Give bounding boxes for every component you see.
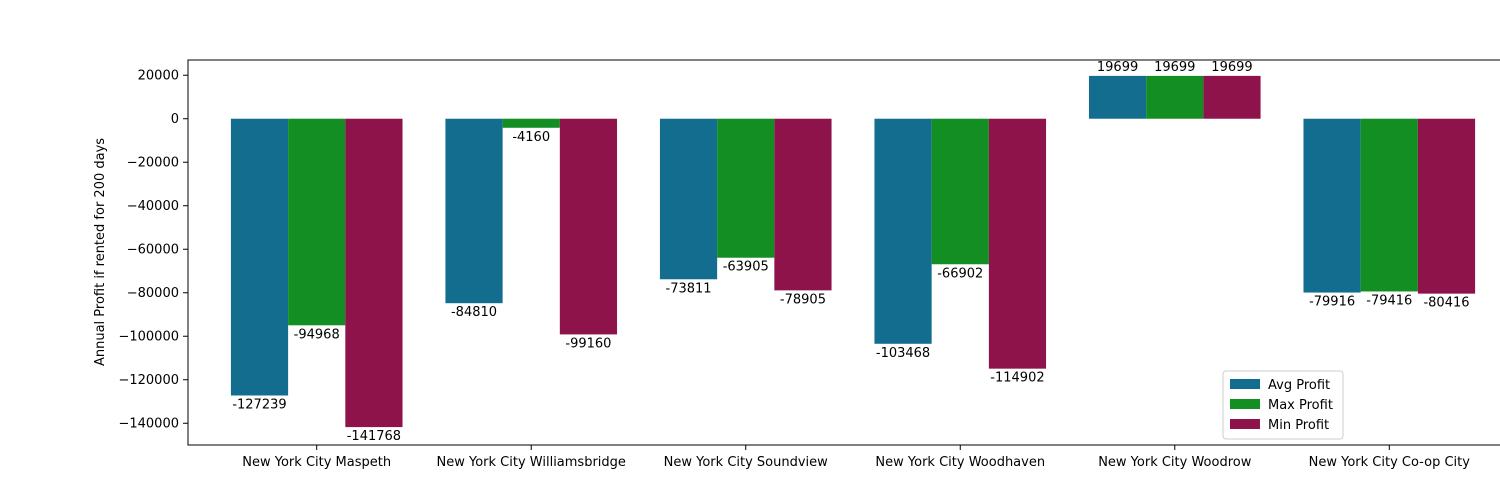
y-tick-label: 0 bbox=[171, 112, 179, 127]
y-axis: 20000 0 −20000 −40000 −60000 −80000 −100000 −12… bbox=[118, 69, 188, 432]
legend-entry: Min Profit bbox=[1268, 418, 1329, 433]
y-tick-label: −40000 bbox=[127, 199, 179, 214]
bar-min-profit bbox=[345, 118, 403, 428]
y-axis-title: Annual Profit if rented for 200 days bbox=[93, 138, 108, 366]
plot-frame bbox=[187, 59, 1500, 446]
x-axis: New York City Maspeth New York City Willi… bbox=[242, 445, 1470, 470]
bar-value-label: -4160 bbox=[512, 130, 550, 145]
bar-value-label: 19699 bbox=[1097, 60, 1138, 75]
bar-max-profit bbox=[931, 118, 989, 265]
bar-min-profit bbox=[559, 118, 618, 335]
y-tick-label: 20000 bbox=[138, 69, 179, 84]
bar-max-profit bbox=[1146, 75, 1204, 119]
bar-value-label: 19699 bbox=[1154, 60, 1195, 75]
bar-value-label: -114902 bbox=[990, 371, 1044, 386]
y-tick-label: −60000 bbox=[127, 243, 179, 258]
bar-value-label: -103468 bbox=[876, 346, 930, 361]
bar-avg-profit bbox=[659, 118, 718, 280]
bar-value-label: -78905 bbox=[780, 292, 826, 307]
bars-layer bbox=[230, 75, 1476, 428]
bar-max-profit bbox=[502, 118, 560, 128]
bar-labels-layer: -127239 -94968 -141768 -84810 -4160 -99160 -73… bbox=[232, 60, 1469, 444]
bar-value-label: -99160 bbox=[565, 336, 611, 351]
bar-value-label: -63905 bbox=[723, 260, 769, 275]
legend: Avg Profit Max Profit Min Profit bbox=[1222, 370, 1344, 440]
bar-avg-profit bbox=[445, 118, 503, 304]
bar-avg-profit bbox=[230, 118, 289, 396]
x-tick-label: New York City Williamsbridge bbox=[437, 455, 626, 470]
bar-min-profit bbox=[774, 118, 832, 291]
x-tick-label: New York City Maspeth bbox=[242, 455, 391, 470]
bar-max-profit bbox=[288, 118, 346, 326]
x-tick-label: New York City Woodrow bbox=[1098, 455, 1252, 470]
y-tick-label: −140000 bbox=[118, 417, 179, 432]
legend-entry: Max Profit bbox=[1268, 398, 1333, 413]
bar-value-label: -80416 bbox=[1423, 296, 1469, 311]
x-tick-label: New York City Co-op City bbox=[1309, 455, 1471, 470]
bar-avg-profit bbox=[874, 118, 932, 344]
bar-avg-profit bbox=[1088, 75, 1147, 119]
bar-min-profit bbox=[1203, 75, 1261, 119]
bar-min-profit bbox=[988, 118, 1047, 369]
bar-value-label: -79916 bbox=[1309, 295, 1355, 310]
bar-max-profit bbox=[1360, 118, 1418, 292]
bar-value-label: -73811 bbox=[666, 281, 712, 296]
x-tick-label: New York City Soundview bbox=[664, 455, 829, 470]
legend-swatch bbox=[1230, 419, 1260, 429]
y-tick-label: −120000 bbox=[118, 373, 179, 388]
bar-value-label: -141768 bbox=[347, 429, 401, 444]
bar-value-label: -66902 bbox=[937, 266, 983, 281]
bar-value-label: -127239 bbox=[232, 397, 286, 412]
y-tick-label: −100000 bbox=[118, 330, 179, 345]
bar-max-profit bbox=[717, 118, 775, 258]
bar-min-profit bbox=[1417, 118, 1476, 294]
x-tick-label: New York City Woodhaven bbox=[875, 455, 1045, 470]
y-tick-label: −80000 bbox=[127, 286, 179, 301]
bar-value-label: -84810 bbox=[451, 305, 497, 320]
y-tick-label: −20000 bbox=[127, 156, 179, 171]
bar-value-label: -79416 bbox=[1366, 293, 1412, 308]
bar-value-label: -94968 bbox=[294, 327, 340, 342]
legend-swatch bbox=[1230, 379, 1260, 389]
bar-avg-profit bbox=[1303, 118, 1361, 293]
legend-swatch bbox=[1230, 399, 1260, 409]
bar-value-label: 19699 bbox=[1211, 60, 1252, 75]
legend-entry: Avg Profit bbox=[1268, 378, 1330, 393]
